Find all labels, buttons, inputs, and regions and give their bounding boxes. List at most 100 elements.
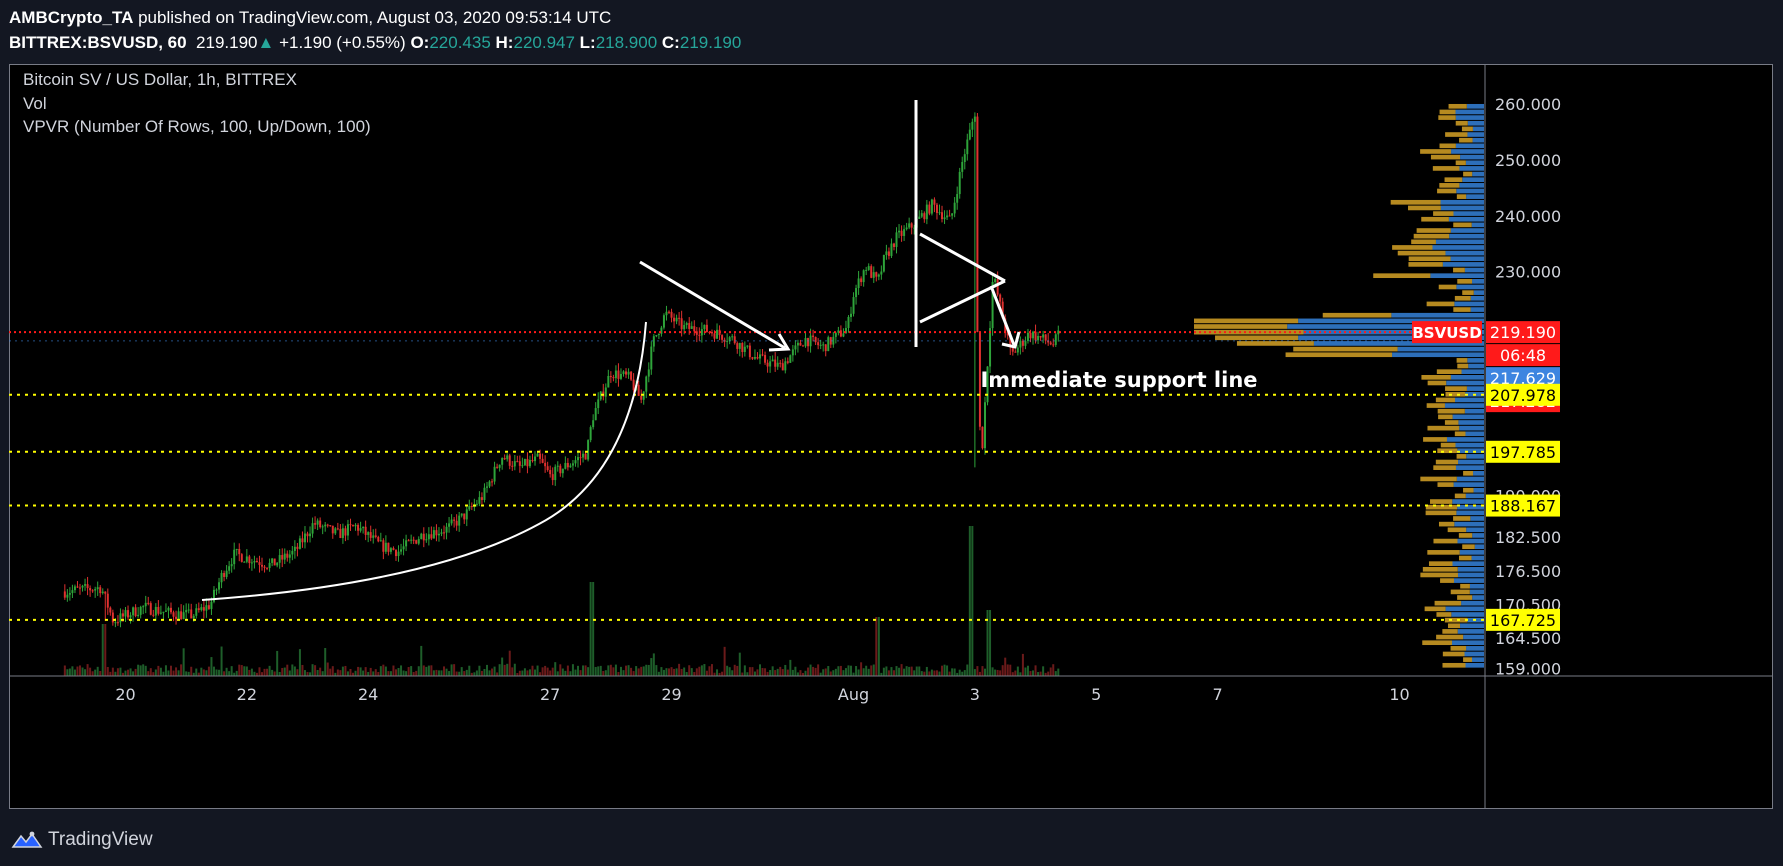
- tradingview-logo-icon[interactable]: [10, 828, 44, 850]
- candle-body: [1016, 347, 1019, 353]
- volume-bar: [101, 624, 104, 676]
- candle-body: [511, 465, 514, 467]
- volume-bar: [650, 658, 653, 676]
- vp-up-row: [1467, 120, 1484, 126]
- volume-bar: [392, 665, 395, 676]
- vp-down-row: [1373, 273, 1431, 279]
- volume-bar: [564, 670, 567, 676]
- candle-body: [786, 361, 789, 363]
- volume-bar: [751, 667, 754, 676]
- candle-body: [961, 162, 964, 172]
- vp-down-row: [1427, 380, 1447, 386]
- candle-body: [630, 371, 633, 380]
- volume-bar: [920, 671, 923, 676]
- vp-up-row: [1448, 216, 1484, 222]
- vp-up-row: [1458, 459, 1484, 465]
- candle-body: [397, 551, 400, 557]
- volume-bar: [531, 665, 534, 676]
- volume-bar: [536, 665, 539, 676]
- author-name[interactable]: AMBCrypto_TA: [9, 8, 134, 27]
- candle-body: [212, 589, 215, 602]
- volume-bar: [309, 672, 312, 676]
- candle-body: [655, 335, 658, 337]
- volume-bar: [647, 664, 650, 676]
- vp-down-row: [1445, 391, 1466, 397]
- volume-bar: [612, 667, 615, 676]
- triangle-upper-line[interactable]: [919, 232, 1006, 283]
- header-bar: AMBCrypto_TA published on TradingView.co…: [0, 0, 1783, 64]
- vp-down-row: [1445, 132, 1468, 137]
- arrow-head-1[interactable]: [768, 333, 791, 352]
- volume-bar: [875, 617, 878, 676]
- volume-bar: [814, 667, 817, 676]
- volume-bar: [943, 664, 946, 676]
- volume-bar: [152, 672, 155, 676]
- price-chart[interactable]: Immediate support line 260.000250.000240…: [9, 64, 1773, 809]
- volume-bar: [640, 666, 643, 676]
- downtrend-line-1[interactable]: [639, 260, 786, 350]
- tradingview-brand[interactable]: TradingView: [48, 829, 153, 850]
- candle-body: [1042, 334, 1045, 338]
- candle-body: [437, 533, 440, 536]
- volume-bar: [1039, 671, 1042, 676]
- candle-body: [807, 338, 810, 347]
- volume-bar: [167, 670, 170, 676]
- candle-body: [331, 525, 334, 534]
- vp-down-row: [1453, 222, 1472, 228]
- candle-body: [255, 561, 258, 563]
- candle-body: [94, 589, 97, 591]
- breakdown-arrow-line[interactable]: [989, 285, 1016, 346]
- volume-bar: [824, 668, 827, 676]
- vp-down-row: [1456, 194, 1467, 199]
- candle-body: [377, 536, 380, 542]
- vp-down-row: [1447, 623, 1461, 629]
- candle-body: [850, 313, 853, 317]
- candle-body: [190, 609, 193, 619]
- volume-bar: [440, 670, 443, 676]
- candle-body: [632, 379, 635, 391]
- candle-body: [1044, 334, 1047, 341]
- volume-bar: [652, 653, 655, 676]
- vp-down-row: [1436, 612, 1452, 617]
- candle-body: [76, 586, 79, 588]
- volume-bar: [258, 667, 261, 676]
- candle-body: [369, 532, 372, 538]
- candle-body: [640, 395, 643, 400]
- volume-bar: [764, 668, 767, 676]
- vp-down-row: [1433, 465, 1456, 470]
- arrow-head-2[interactable]: [1001, 331, 1021, 349]
- volume-bar: [132, 671, 135, 676]
- x-tick-label: 10: [1389, 685, 1409, 704]
- vp-down-row: [1439, 109, 1456, 115]
- candle-body: [938, 212, 941, 214]
- volume-bar: [513, 663, 516, 676]
- volume-bar: [281, 667, 284, 676]
- candle-body: [925, 204, 928, 220]
- volume-bar: [604, 670, 607, 676]
- cup-curve[interactable]: [201, 321, 647, 601]
- volume-bar: [576, 665, 579, 676]
- chart-frame[interactable]: [9, 64, 1773, 809]
- candle-body: [187, 609, 190, 611]
- volume-bar: [898, 667, 901, 676]
- candle-body: [594, 408, 597, 421]
- volume-bar: [339, 670, 342, 676]
- volume-bar: [872, 664, 875, 676]
- candle-body: [450, 519, 453, 524]
- volume-bar: [698, 666, 701, 676]
- candle-body: [978, 331, 981, 427]
- drawings[interactable]: [201, 100, 1021, 601]
- vp-up-row: [1453, 482, 1484, 487]
- candle-body: [847, 316, 850, 329]
- candle-body: [996, 279, 999, 295]
- candle-body: [923, 213, 926, 220]
- candle-body: [999, 294, 1002, 302]
- volume-bar: [584, 665, 587, 676]
- volume-bar: [766, 671, 769, 676]
- candle-body: [412, 539, 415, 541]
- vp-up-row: [1456, 510, 1484, 516]
- volume-bar: [996, 669, 999, 676]
- volume-bar: [991, 667, 994, 676]
- candle-body: [475, 503, 478, 505]
- volume-bar: [349, 668, 352, 676]
